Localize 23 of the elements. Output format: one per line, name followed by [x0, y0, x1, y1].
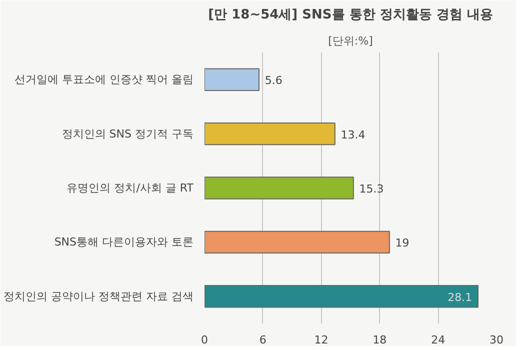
data-label: 13.4 — [340, 128, 366, 142]
x-tick-label: 12 — [314, 334, 328, 346]
data-label: 28.1 — [448, 290, 472, 304]
chart-subtitle: [단위:%] — [328, 34, 373, 48]
y-tick-label: 선거일에 투표소에 인증샷 찍어 올림 — [14, 73, 194, 86]
bar — [204, 176, 354, 200]
x-tick-label: 18 — [372, 334, 387, 346]
y-tick-label: 정치인의 SNS 정기적 구독 — [62, 127, 194, 140]
bar — [204, 122, 336, 146]
data-label: 5.6 — [264, 74, 282, 88]
x-tick-label: 30 — [490, 334, 504, 346]
chart-title: [만 18~54세] SNS를 통한 정치활동 경험 내용 — [208, 8, 493, 22]
data-label: 15.3 — [359, 182, 384, 196]
y-tick-label: 정치인의 공약이나 정책관련 자료 검색 — [4, 290, 194, 303]
x-tick-label: 24 — [431, 334, 446, 346]
bar — [204, 285, 479, 308]
bar — [204, 68, 260, 91]
y-tick-label: SNS통해 다른이용자와 토론 — [54, 236, 194, 249]
data-label: 19 — [395, 236, 410, 250]
x-tick-label: 6 — [259, 334, 266, 346]
y-tick-label: 유명인의 정치/사회 글 RT — [66, 182, 194, 194]
bar — [204, 230, 390, 254]
x-tick-label: 0 — [201, 334, 208, 346]
